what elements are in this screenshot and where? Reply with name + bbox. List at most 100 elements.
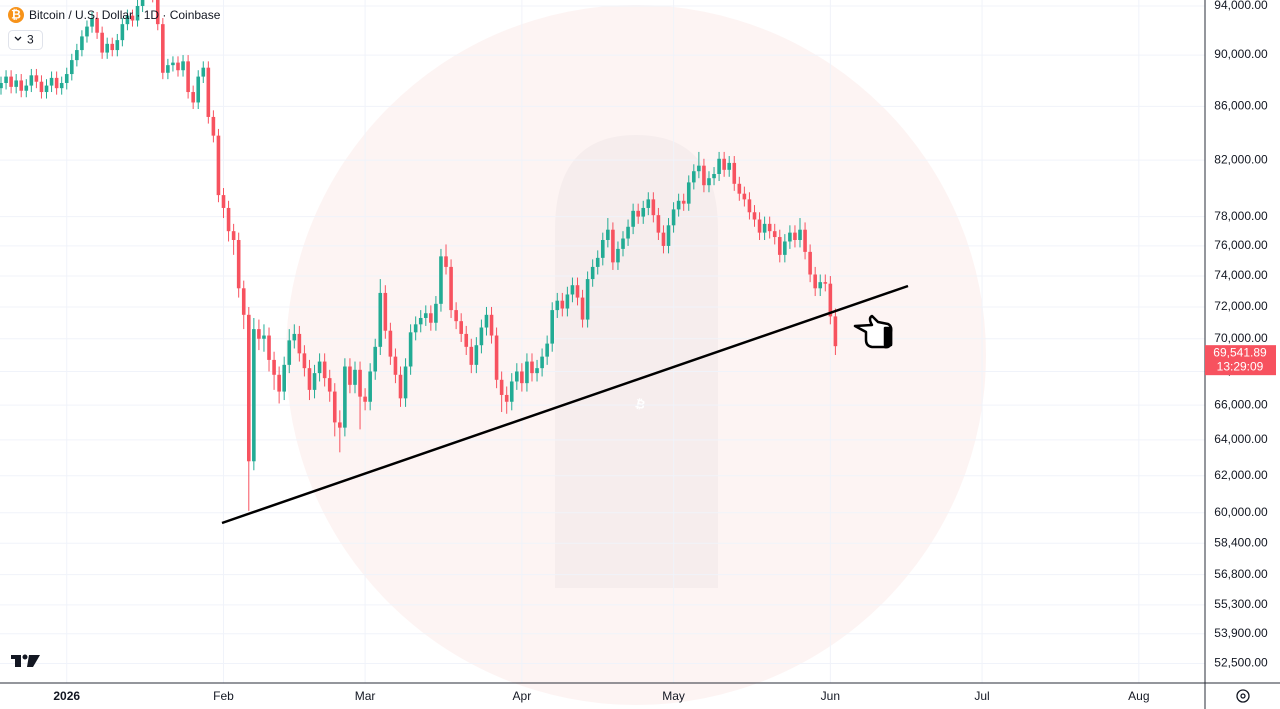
candle-body [54, 77, 59, 89]
candle-body [226, 207, 231, 232]
candle-body [474, 345, 479, 365]
candle-body [671, 209, 676, 226]
settings-core [1240, 693, 1246, 699]
candle-body [216, 135, 221, 196]
candle-body [378, 292, 383, 347]
indicator-count: 3 [27, 33, 34, 47]
candle-body [418, 317, 423, 325]
candle-body [717, 158, 721, 175]
candle-body [19, 80, 24, 91]
candle-body [646, 199, 651, 208]
candle-body [9, 76, 13, 87]
candle-body [676, 200, 681, 210]
indicator-toggle[interactable] [8, 30, 43, 50]
y-tick-label: 90,000.00 [1214, 47, 1268, 61]
candle-body [373, 346, 378, 372]
candle-body [100, 32, 104, 53]
x-tick-label: Apr [513, 689, 532, 703]
candle-body [358, 369, 362, 397]
candle-body [14, 80, 18, 87]
price-tag [1205, 345, 1276, 376]
candle-body [221, 195, 226, 208]
candle-body [120, 24, 125, 41]
candle-body [383, 292, 388, 331]
x-tick-label: Jun [821, 689, 840, 703]
candle-body [742, 193, 747, 200]
candle-body [292, 333, 297, 341]
candle-body [211, 116, 216, 136]
candle-layer [0, 0, 838, 511]
candle-body [580, 297, 585, 320]
watermark-tomb [555, 135, 718, 588]
candle-body [125, 15, 130, 25]
candle-body [595, 257, 600, 267]
candle-body [343, 366, 347, 428]
candle-body [186, 61, 190, 93]
candle-body [171, 62, 175, 66]
hand-cuff [883, 326, 893, 347]
candle-body [388, 330, 393, 357]
candle-body [621, 238, 625, 249]
candle-body [757, 219, 762, 233]
candle-body [231, 231, 236, 240]
candle-body [626, 226, 630, 239]
candle-body [772, 231, 777, 238]
y-tick-label: 94,000.00 [1214, 0, 1268, 12]
coin-icon-glyph: ₿ [11, 8, 21, 22]
watermark-symbol: ₿ [634, 396, 647, 412]
candle-body [363, 396, 367, 402]
candle-body [75, 50, 79, 61]
candle-body [64, 74, 69, 84]
settings-ring [1236, 689, 1250, 703]
candle-body [494, 335, 499, 380]
candle-body [702, 165, 706, 186]
candle-body [479, 327, 484, 346]
tv-logo-part [27, 655, 40, 667]
grid-layer [0, 0, 1205, 683]
tv-logo-part [15, 655, 21, 667]
candle-body [297, 333, 302, 354]
candle-body [398, 374, 403, 399]
y-tick-label: 66,000.00 [1214, 397, 1268, 411]
candle-body [368, 371, 372, 402]
candle-body [681, 200, 686, 204]
y-tick-label: 64,000.00 [1214, 432, 1268, 446]
candle-body [130, 15, 135, 21]
settings-icon[interactable] [1236, 689, 1250, 703]
candle-body [555, 300, 560, 311]
candle-body [327, 378, 332, 392]
candle-body [777, 237, 782, 255]
y-tick-label: 62,000.00 [1214, 468, 1268, 482]
candle-body [454, 310, 458, 322]
candle-body [287, 340, 292, 365]
candle-body [34, 75, 39, 82]
candle-body [423, 313, 428, 318]
hand-icon [853, 314, 893, 349]
candle-body [317, 361, 322, 374]
candle-body [540, 356, 544, 369]
candle-body [201, 67, 206, 77]
candle-body [241, 288, 246, 315]
candle-body [565, 294, 570, 309]
x-tick-label: Feb [213, 689, 234, 703]
candle-body [712, 174, 716, 179]
candle-body [656, 215, 661, 233]
candle-body [692, 171, 696, 183]
candle-body [262, 335, 266, 339]
candle-body [90, 18, 94, 27]
candle-body [161, 24, 165, 73]
candle-body [39, 81, 44, 93]
candle-body [509, 381, 514, 402]
chart-title: Bitcoin / U.S. Dollar · 1D · Coinbase [29, 8, 221, 22]
tv-logo [11, 654, 40, 667]
candle-body [24, 85, 29, 91]
candle-body [272, 359, 276, 375]
candle-body [767, 223, 772, 232]
y-tick-label: 56,800.00 [1214, 567, 1268, 581]
candle-body [686, 182, 691, 204]
candle-body [403, 366, 408, 399]
candle-body [166, 65, 170, 73]
candle-body [307, 368, 312, 390]
trend-line [221, 284, 909, 525]
y-tick-label: 78,000.00 [1214, 209, 1268, 223]
